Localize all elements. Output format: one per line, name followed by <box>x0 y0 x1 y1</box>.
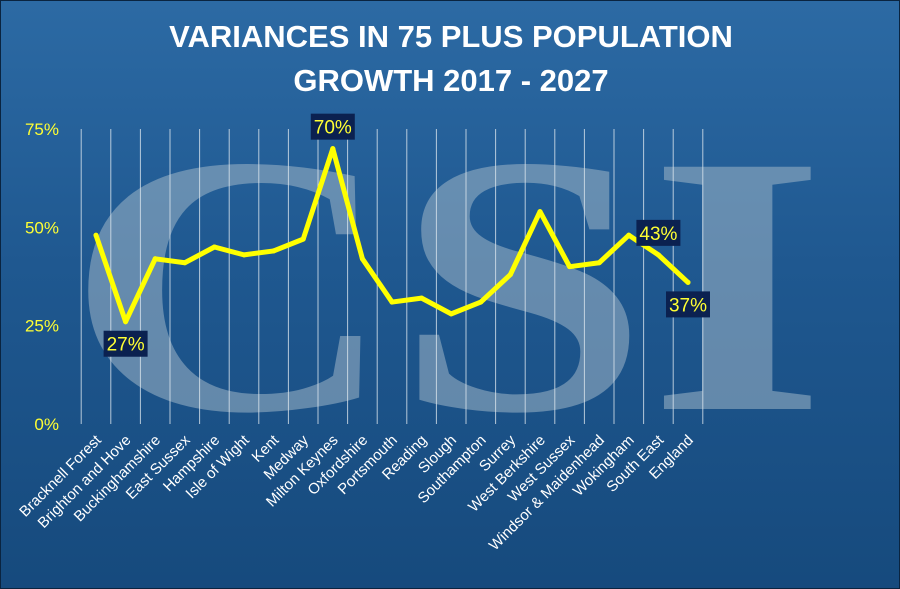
data-point <box>271 248 277 254</box>
data-label: 70% <box>314 118 352 139</box>
data-point <box>211 244 217 250</box>
data-point <box>448 311 454 317</box>
data-label-box <box>666 291 710 318</box>
gridlines <box>80 129 704 424</box>
data-point <box>507 272 513 278</box>
data-point <box>685 279 691 285</box>
data-label: 37% <box>669 295 707 316</box>
y-tick-label: 75% <box>25 120 59 139</box>
data-labels: 27% 70% 43% 37% <box>103 113 710 357</box>
data-label-box <box>103 330 148 357</box>
chart-title-line-2: GROWTH 2017 - 2027 <box>293 63 608 98</box>
data-point <box>419 295 425 301</box>
data-point <box>626 232 632 238</box>
series-line-group <box>93 146 691 325</box>
data-point <box>300 236 306 242</box>
data-point <box>241 252 247 258</box>
y-tick-label: 0% <box>34 415 59 434</box>
data-point <box>537 209 543 215</box>
data-point <box>359 256 365 262</box>
chart-title-line-1: VARIANCES IN 75 PLUS POPULATION <box>169 19 733 54</box>
data-point <box>596 260 602 266</box>
data-point <box>655 252 661 258</box>
data-point <box>93 232 99 238</box>
data-point <box>123 319 129 325</box>
y-tick-label: 25% <box>25 317 59 336</box>
y-axis: 0% 25% 50% 75% <box>25 120 59 434</box>
data-point <box>567 264 573 270</box>
data-label-box <box>636 219 681 246</box>
data-point <box>330 146 336 152</box>
csi-watermark: CSI <box>66 80 826 490</box>
data-label: 43% <box>639 224 677 245</box>
y-tick-label: 50% <box>25 218 59 237</box>
data-point <box>478 299 484 305</box>
data-label: 27% <box>107 335 145 356</box>
data-point <box>182 260 188 266</box>
data-point <box>152 256 158 262</box>
data-label-box <box>310 113 355 140</box>
data-point <box>389 299 395 305</box>
